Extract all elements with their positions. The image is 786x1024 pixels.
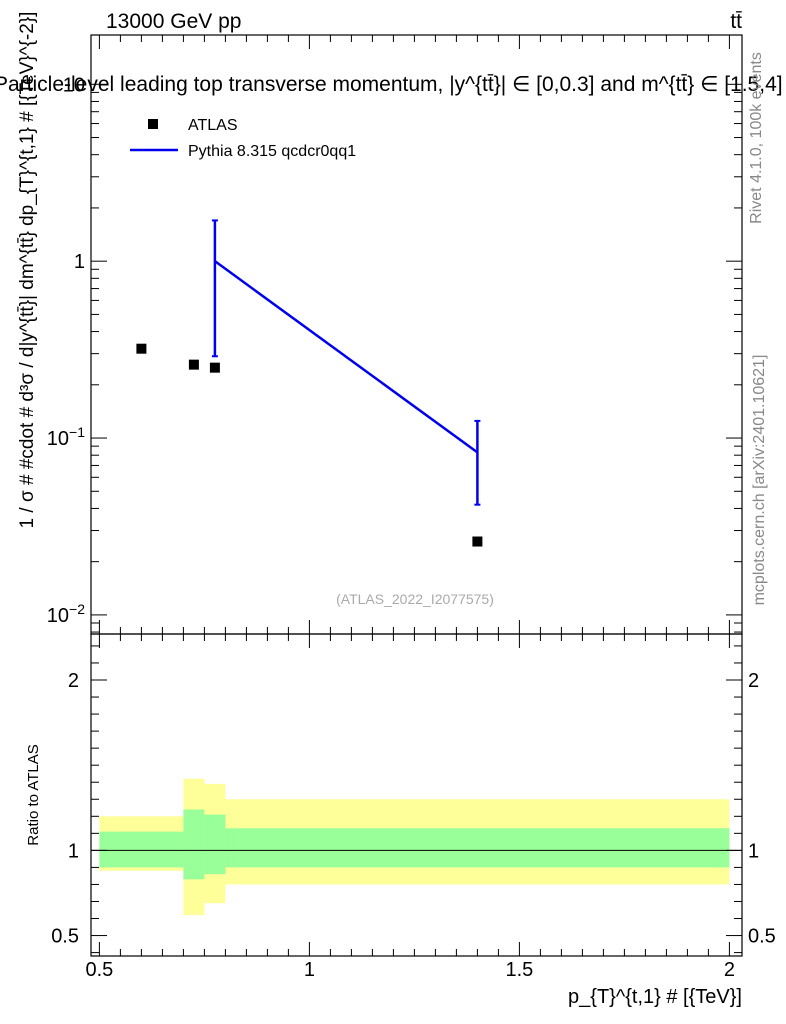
x-tick-label: 1.5: [505, 959, 533, 981]
data-marks: [136, 219, 483, 547]
x-tick-label: 2: [724, 959, 735, 981]
x-tick-label: 0.5: [85, 959, 113, 981]
energy-label: 13000 GeV pp: [106, 10, 241, 33]
y-tick-label: 1: [74, 251, 85, 273]
data-point: [136, 343, 147, 354]
data-point: [209, 362, 220, 373]
x-tick-label: 1: [304, 959, 315, 981]
plot-frames: [90, 34, 743, 957]
side-mcplots-label: mcplots.cern.ch [arXiv:2401.10621]: [751, 355, 768, 606]
x-axis-label: p_{T}^{t,1} # [{TeV}]: [568, 986, 742, 1008]
ratio-band-inner: [183, 809, 205, 880]
main-ylabel: 1 / σ # #cdot # d³σ / d|y^{tt̄}| dm^{tt̄…: [17, 12, 38, 529]
plot-title: Particle-level leading top transverse mo…: [0, 73, 786, 96]
data-point: [472, 536, 483, 547]
ratio-plot-frame: [90, 633, 743, 957]
ratio-y-tick-label-right: 0.5: [748, 926, 776, 948]
ratio-y-tick-label: 1: [68, 840, 79, 862]
process-label: tt̄: [730, 10, 742, 33]
data-point: [188, 359, 199, 370]
axis-ticks: [91, 35, 742, 956]
y-tick-label: 10−1: [47, 424, 85, 450]
y-tick-label: 10: [63, 74, 85, 96]
mc-series-line: [214, 260, 479, 454]
ratio-y-tick-label: 2: [68, 670, 79, 692]
legend-data-label: ATLAS: [188, 117, 238, 134]
side-rivet-label: Rivet 4.1.0, 100k events: [748, 52, 765, 224]
analysis-id: (ATLAS_2022_I2077575): [336, 591, 494, 607]
ratio-band-inner: [225, 828, 730, 868]
ratio-y-tick-label-right: 2: [748, 670, 759, 692]
ratio-band-inner: [204, 814, 226, 875]
ratio-band-inner: [99, 831, 184, 868]
legend-data-marker: [148, 119, 158, 129]
ratio-y-tick-label: 0.5: [51, 926, 79, 948]
ratio-y-tick-label-right: 1: [748, 840, 759, 862]
legend-mc-label: Pythia 8.315 qcdcr0qq1: [188, 143, 356, 160]
ratio-ylabel: Ratio to ATLAS: [25, 744, 42, 845]
y-tick-label: 10−2: [47, 601, 85, 627]
ratio-bands: [91, 778, 742, 916]
